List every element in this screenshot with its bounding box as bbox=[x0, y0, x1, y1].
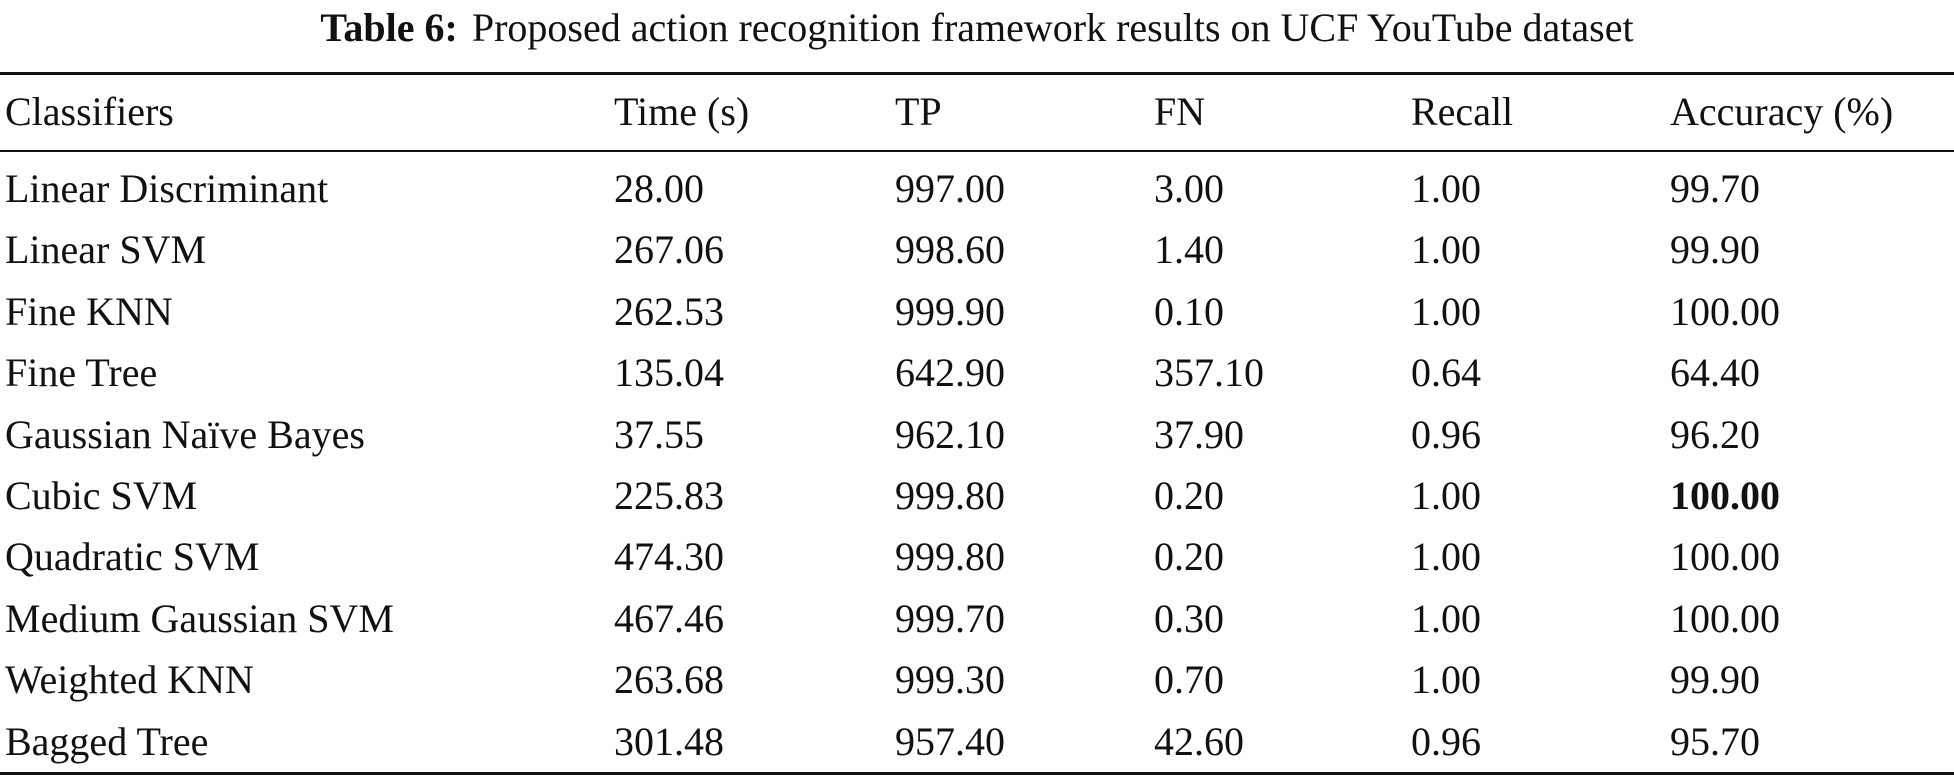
table-cell: 957.40 bbox=[895, 718, 1005, 764]
table-cell: Quadratic SVM bbox=[5, 534, 260, 580]
table-cell: 0.20 bbox=[1154, 473, 1224, 518]
table-cell: 0.30 bbox=[1154, 595, 1224, 641]
table-cell: 1.00 bbox=[1411, 595, 1481, 641]
table-cell: 1.00 bbox=[1411, 534, 1481, 580]
table-cell: 999.80 bbox=[895, 534, 1005, 580]
header-cell: Classifiers bbox=[5, 89, 174, 134]
header-rule bbox=[0, 150, 1954, 152]
table-cell: Cubic SVM bbox=[5, 473, 198, 518]
table-cell: 962.10 bbox=[895, 411, 1005, 457]
table-cell: 0.20 bbox=[1154, 534, 1224, 580]
caption-label: Table 6: bbox=[320, 5, 458, 50]
table-cell: 999.30 bbox=[895, 657, 1005, 703]
table-cell: 267.06 bbox=[614, 227, 724, 273]
table-cell: 997.00 bbox=[895, 166, 1005, 211]
table-cell: 999.80 bbox=[895, 473, 1005, 518]
table-cell: 1.00 bbox=[1411, 166, 1481, 211]
table-cell: Linear Discriminant bbox=[5, 166, 329, 211]
table-cell: 999.90 bbox=[895, 288, 1005, 334]
table-cell: 99.90 bbox=[1670, 657, 1760, 703]
table-cell: Linear SVM bbox=[5, 227, 207, 273]
table-cell: 262.53 bbox=[614, 288, 724, 334]
table-cell: 99.90 bbox=[1670, 227, 1760, 273]
table-cell: 135.04 bbox=[614, 350, 724, 396]
bottom-rule bbox=[0, 772, 1954, 775]
table-cell: Fine Tree bbox=[5, 350, 158, 396]
table-cell: 467.46 bbox=[614, 595, 724, 641]
table-cell: 999.70 bbox=[895, 595, 1005, 641]
table-cell: 96.20 bbox=[1670, 411, 1760, 457]
table-cell: 998.60 bbox=[895, 227, 1005, 273]
header-cell: TP bbox=[895, 89, 942, 134]
table-cell: 263.68 bbox=[614, 657, 724, 703]
table-cell: 1.00 bbox=[1411, 657, 1481, 703]
table-cell: 100.00 bbox=[1670, 595, 1780, 641]
table-cell: 1.40 bbox=[1154, 227, 1224, 273]
table-cell: 301.48 bbox=[614, 718, 724, 764]
table-cell: 3.00 bbox=[1154, 166, 1224, 211]
table-cell: 28.00 bbox=[614, 166, 704, 211]
caption: Table 6: Proposed action recognition fram… bbox=[0, 4, 1954, 51]
table-cell: 100.00 bbox=[1670, 473, 1780, 518]
header-cell: Time (s) bbox=[614, 89, 750, 134]
table-cell: 1.00 bbox=[1411, 227, 1481, 273]
table-cell: 0.10 bbox=[1154, 288, 1224, 334]
table-cell: 357.10 bbox=[1154, 350, 1264, 396]
table-cell: 64.40 bbox=[1670, 350, 1760, 396]
table-cell: Bagged Tree bbox=[5, 718, 209, 764]
table-cell: 0.96 bbox=[1411, 411, 1481, 457]
table-cell: 0.96 bbox=[1411, 718, 1481, 764]
table-cell: 642.90 bbox=[895, 350, 1005, 396]
table-cell: 99.70 bbox=[1670, 166, 1760, 211]
table-cell: 95.70 bbox=[1670, 718, 1760, 764]
table-cell: 1.00 bbox=[1411, 473, 1481, 518]
table-cell: 37.90 bbox=[1154, 411, 1244, 457]
table-cell: 42.60 bbox=[1154, 718, 1244, 764]
header-cell: Accuracy (%) bbox=[1670, 89, 1894, 134]
top-rule bbox=[0, 72, 1954, 75]
table-cell: Gaussian Naïve Bayes bbox=[5, 411, 365, 457]
table-cell: 100.00 bbox=[1670, 534, 1780, 580]
table-cell: 100.00 bbox=[1670, 288, 1780, 334]
header-cell: Recall bbox=[1411, 89, 1514, 134]
table-cell: 474.30 bbox=[614, 534, 724, 580]
table-cell: 0.70 bbox=[1154, 657, 1224, 703]
caption-text: Proposed action recognition framework re… bbox=[471, 5, 1634, 50]
header-cell: FN bbox=[1154, 89, 1206, 134]
table-cell: Weighted KNN bbox=[5, 657, 254, 703]
table-cell: 225.83 bbox=[614, 473, 724, 518]
table-cell: Medium Gaussian SVM bbox=[5, 595, 394, 641]
table-cell: Fine KNN bbox=[5, 288, 173, 334]
table-cell: 0.64 bbox=[1411, 350, 1481, 396]
table-cell: 1.00 bbox=[1411, 288, 1481, 334]
table-cell: 37.55 bbox=[614, 411, 704, 457]
